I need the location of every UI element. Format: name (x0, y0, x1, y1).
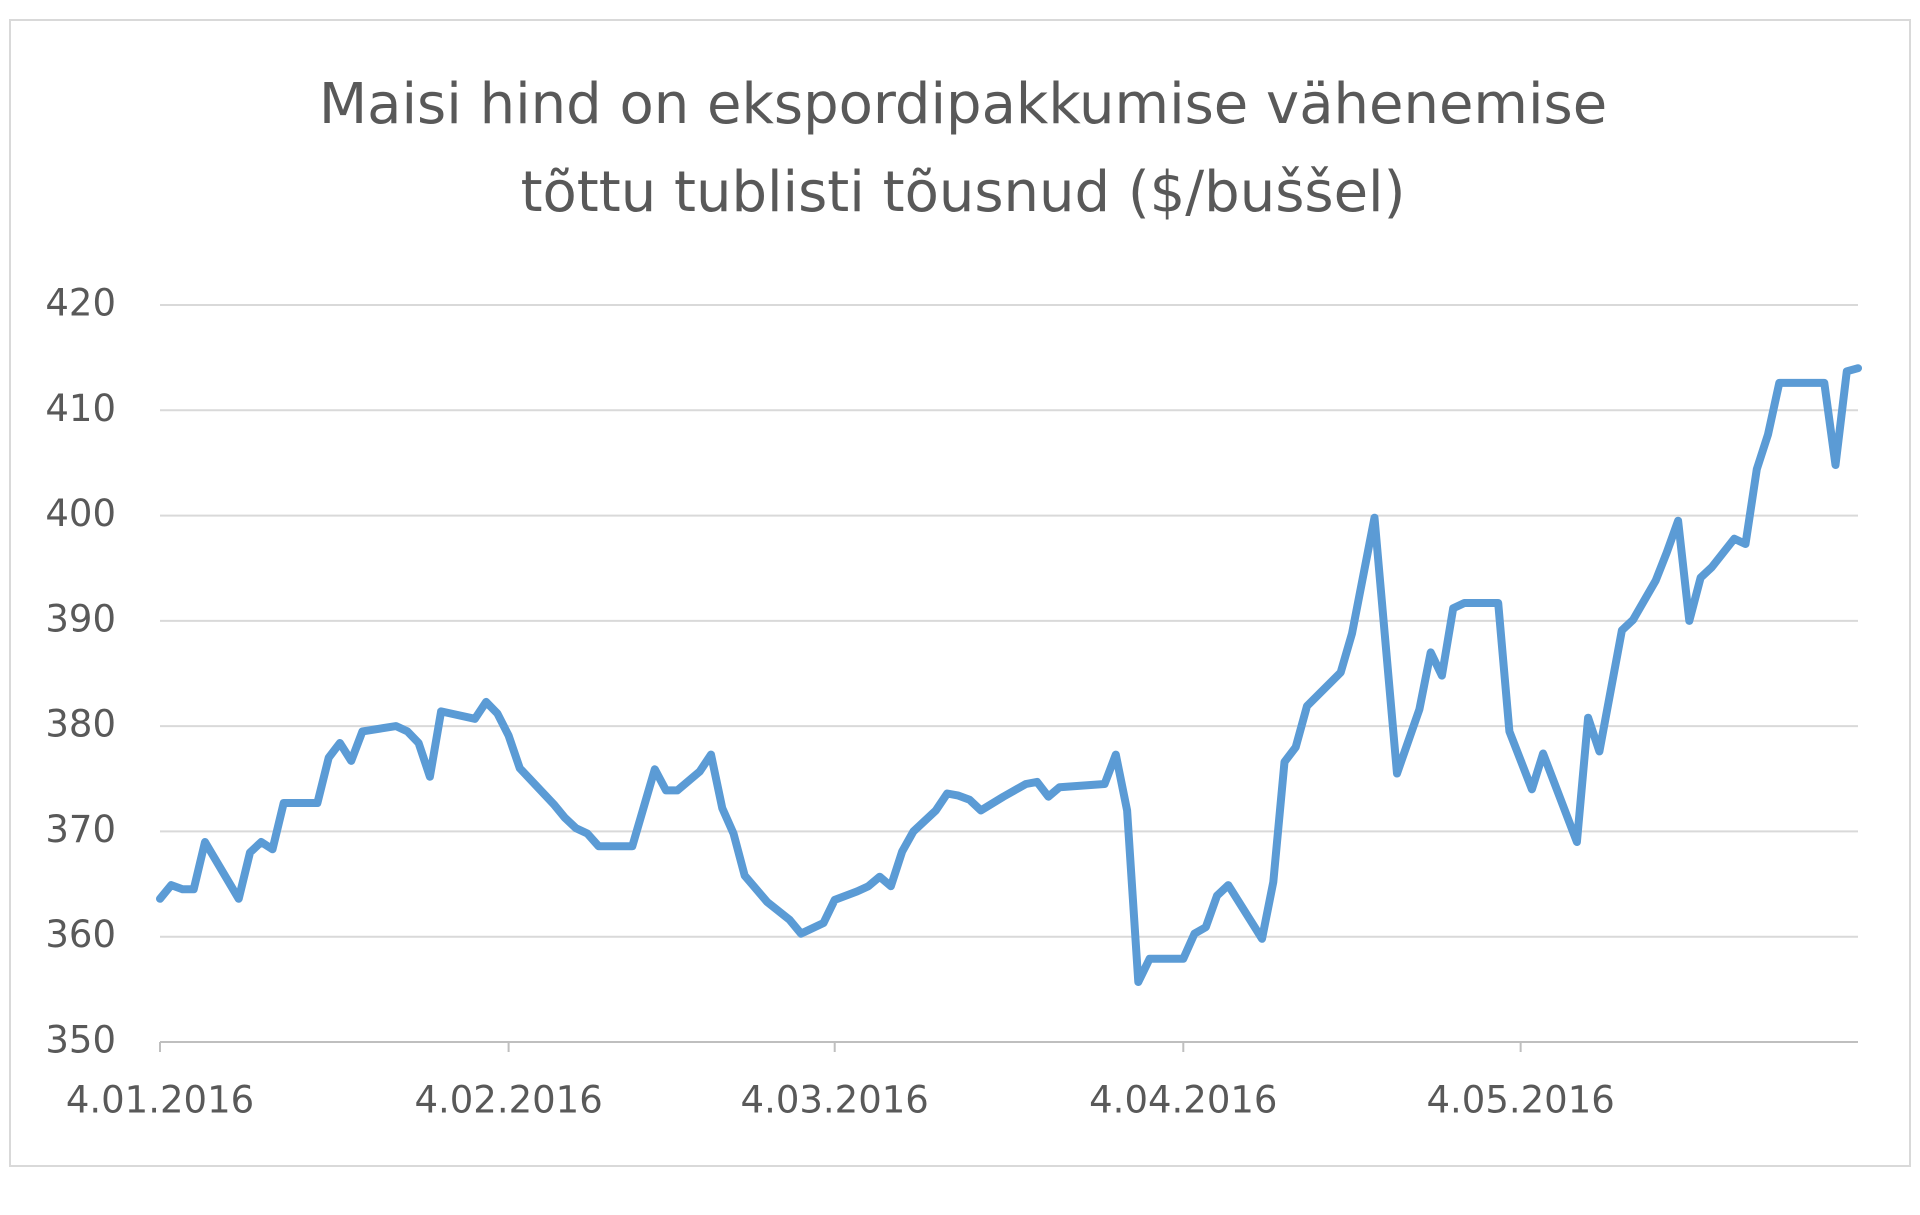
y-tick-label: 400 (45, 492, 116, 535)
y-tick-label: 350 (45, 1019, 116, 1062)
x-tick-label: 4.04.2016 (1089, 1079, 1277, 1122)
x-tick-label: 4.01.2016 (66, 1079, 254, 1122)
chart-frame (9, 19, 1911, 1167)
y-tick-label: 380 (45, 703, 116, 746)
y-tick-label: 370 (45, 808, 116, 851)
x-tick-label: 4.02.2016 (414, 1079, 602, 1122)
y-tick-label: 360 (45, 913, 116, 956)
x-tick-label: 4.03.2016 (741, 1079, 929, 1122)
x-tick-label: 4.05.2016 (1426, 1079, 1614, 1122)
y-tick-label: 420 (45, 282, 116, 325)
chart-title: tõttu tublisti tõusnud ($/buššel) (521, 160, 1406, 225)
y-tick-label: 390 (45, 597, 116, 640)
data-line (156, 364, 1862, 986)
chart-title: Maisi hind on ekspordipakkumise vähenemi… (319, 72, 1607, 137)
y-tick-label: 410 (45, 387, 116, 430)
